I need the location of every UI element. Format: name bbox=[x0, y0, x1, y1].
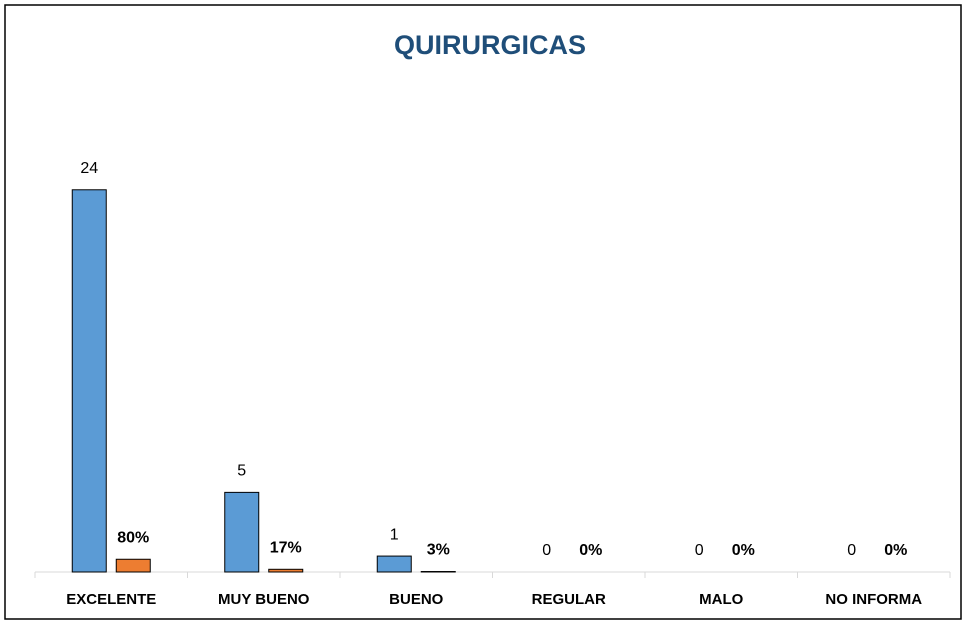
x-tick-label: NO INFORMA bbox=[825, 591, 922, 608]
data-label: 1 bbox=[390, 526, 399, 543]
data-label: 0 bbox=[695, 542, 704, 559]
chart-frame bbox=[4, 4, 962, 620]
data-label: 0% bbox=[732, 542, 755, 559]
chart-title: QUIRURGICAS bbox=[394, 30, 586, 60]
data-label: 0% bbox=[579, 542, 602, 559]
x-tick-label: REGULAR bbox=[532, 591, 606, 608]
data-label: 17% bbox=[270, 540, 302, 557]
x-tick-label: EXCELENTE bbox=[66, 591, 156, 608]
bar bbox=[224, 491, 260, 573]
x-tick-label: MALO bbox=[699, 591, 743, 608]
data-label: 3% bbox=[427, 542, 450, 559]
data-label: 5 bbox=[237, 463, 246, 480]
data-label: 24 bbox=[80, 160, 98, 177]
data-label: 0 bbox=[847, 542, 856, 559]
bar bbox=[376, 555, 412, 573]
data-label: 0 bbox=[542, 542, 551, 559]
bar bbox=[71, 189, 107, 573]
bar bbox=[268, 568, 304, 573]
data-label: 80% bbox=[117, 529, 149, 546]
x-tick-label: BUENO bbox=[389, 591, 444, 608]
data-label: 0% bbox=[884, 542, 907, 559]
x-tick-label: MUY BUENO bbox=[218, 591, 310, 608]
bar bbox=[115, 558, 151, 573]
